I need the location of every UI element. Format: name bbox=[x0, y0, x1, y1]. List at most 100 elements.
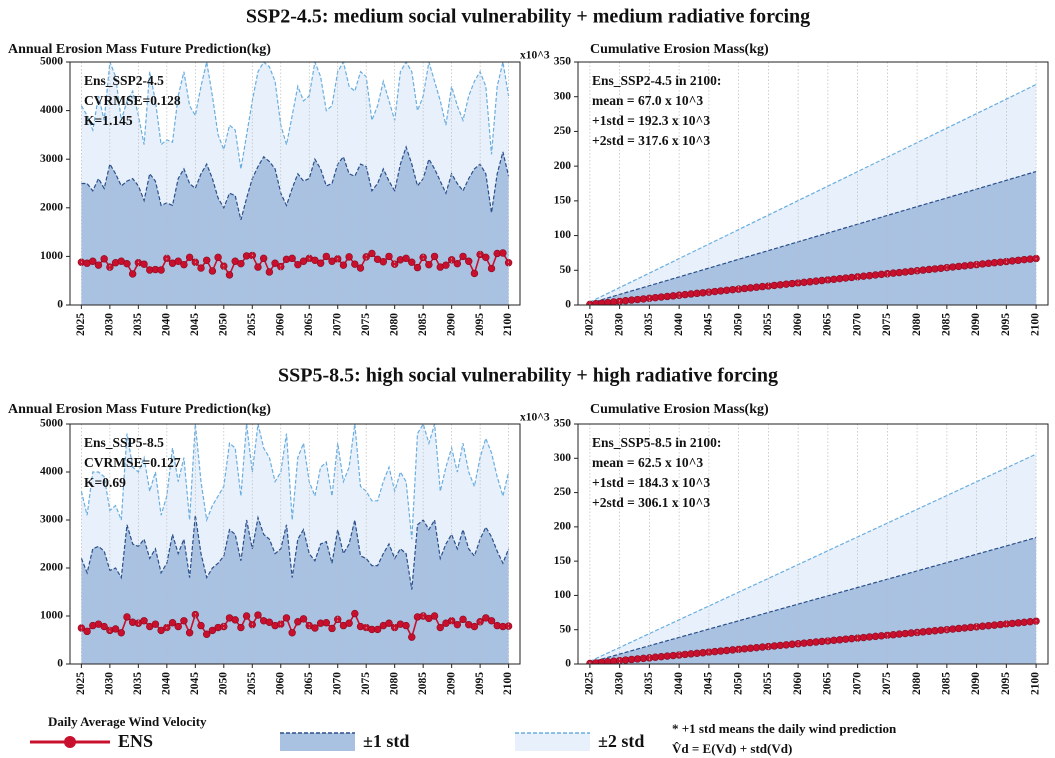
marker bbox=[385, 619, 393, 627]
x-tick-label: 2080 bbox=[388, 313, 400, 336]
legend-swatch bbox=[280, 733, 355, 751]
marker bbox=[299, 615, 308, 623]
marker bbox=[447, 256, 456, 264]
marker bbox=[402, 621, 410, 630]
marker bbox=[203, 256, 211, 264]
x-tick-label: 2045 bbox=[189, 672, 201, 695]
y-tick-label: 5000 bbox=[40, 56, 63, 68]
y-tick-label: 150 bbox=[554, 194, 572, 206]
panel-title: Annual Erosion Mass Future Prediction(kg… bbox=[8, 402, 271, 417]
legend-label: ±2 std bbox=[598, 731, 644, 751]
annotation: Ens_SSP2-4.5 in 2100: bbox=[592, 73, 721, 88]
marker bbox=[476, 618, 484, 626]
marker bbox=[197, 621, 205, 630]
x-tick-label: 2095 bbox=[1000, 313, 1012, 336]
marker bbox=[470, 622, 479, 631]
legend-label: ±1 std bbox=[363, 731, 409, 751]
marker bbox=[288, 254, 296, 263]
annotation: Ens_SSP5-8.5 in 2100: bbox=[592, 435, 721, 450]
annotation: Ens_SSP5-8.5 bbox=[84, 435, 164, 450]
y-tick-label: 150 bbox=[554, 555, 572, 567]
marker bbox=[379, 258, 387, 266]
marker bbox=[430, 252, 439, 261]
annotation: +2std = 317.6 x 10^3 bbox=[592, 133, 710, 148]
annotation: +1std = 184.3 x 10^3 bbox=[592, 475, 710, 490]
marker bbox=[94, 261, 103, 269]
axis-multiplier: x10^3 bbox=[520, 50, 550, 62]
panel-title: Cumulative Erosion Mass(kg) bbox=[590, 42, 769, 57]
x-tick-label: 2090 bbox=[970, 313, 982, 336]
y-tick-label: 3000 bbox=[40, 153, 63, 165]
marker bbox=[402, 254, 410, 263]
marker bbox=[277, 262, 285, 271]
marker bbox=[106, 263, 114, 271]
marker bbox=[465, 257, 473, 265]
marker bbox=[373, 625, 382, 634]
x-tick-label: 2040 bbox=[160, 672, 172, 695]
x-tick-label: 2050 bbox=[217, 672, 229, 695]
x-tick-label: 2035 bbox=[132, 313, 144, 336]
x-tick-label: 2030 bbox=[104, 672, 116, 695]
marker bbox=[499, 249, 507, 257]
marker bbox=[390, 260, 399, 268]
marker bbox=[425, 260, 433, 269]
x-tick-label: 2035 bbox=[643, 313, 655, 336]
marker bbox=[123, 613, 131, 621]
x-tick-label: 2075 bbox=[360, 672, 372, 695]
annotation: CVRMSE=0.127 bbox=[84, 455, 181, 470]
series-line bbox=[589, 170, 1037, 304]
x-tick-label: 2075 bbox=[881, 313, 893, 336]
legend-formula: V̂d = E(Vd) + std(Vd) bbox=[672, 741, 792, 756]
marker bbox=[111, 625, 120, 633]
marker bbox=[254, 263, 262, 271]
marker bbox=[185, 253, 194, 262]
y-tick-label: 250 bbox=[554, 486, 572, 498]
x-tick-label: 2075 bbox=[360, 313, 372, 336]
x-tick-label: 2045 bbox=[189, 313, 201, 336]
marker bbox=[168, 619, 177, 627]
x-tick-label: 2085 bbox=[417, 672, 429, 695]
marker bbox=[436, 623, 444, 632]
y-tick-label: 50 bbox=[560, 623, 572, 635]
plot-frame bbox=[69, 423, 521, 665]
plot-frame bbox=[577, 423, 1049, 665]
y-tick-label: 2000 bbox=[40, 562, 63, 574]
legend-label: ENS bbox=[118, 731, 153, 751]
marker bbox=[265, 268, 274, 276]
legend-title: Daily Average Wind Velocity bbox=[48, 714, 207, 729]
annotation: +1std = 192.3 x 10^3 bbox=[592, 113, 710, 128]
x-tick-label: 2040 bbox=[673, 672, 685, 695]
series-line bbox=[80, 62, 510, 169]
marker bbox=[100, 622, 108, 631]
x-tick-label: 2095 bbox=[474, 672, 486, 695]
marker bbox=[442, 261, 450, 269]
x-tick-label: 2025 bbox=[75, 672, 87, 695]
plot-area bbox=[586, 453, 1040, 664]
x-tick-label: 2045 bbox=[703, 313, 715, 336]
x-tick-label: 2035 bbox=[643, 672, 655, 695]
x-tick-label: 2030 bbox=[104, 313, 116, 336]
x-tick-label: 2065 bbox=[822, 672, 834, 695]
marker bbox=[362, 253, 370, 261]
marker bbox=[419, 253, 427, 262]
x-tick-label: 2090 bbox=[445, 672, 457, 695]
y-tick-label: 100 bbox=[554, 229, 572, 241]
marker bbox=[237, 259, 245, 268]
marker bbox=[311, 256, 319, 264]
x-tick-label: 2070 bbox=[331, 672, 343, 695]
y-tick-label: 0 bbox=[565, 299, 571, 311]
x-tick-label: 2065 bbox=[303, 672, 315, 695]
x-tick-label: 2035 bbox=[132, 672, 144, 695]
y-tick-label: 4000 bbox=[40, 466, 63, 478]
marker bbox=[265, 618, 274, 626]
marker bbox=[351, 609, 359, 618]
section-title: SSP5-8.5: high social vulnerability + hi… bbox=[278, 365, 778, 387]
marker bbox=[174, 622, 182, 631]
x-tick-label: 2055 bbox=[762, 672, 774, 695]
marker bbox=[470, 269, 479, 278]
x-tick-label: 2095 bbox=[1000, 672, 1012, 695]
marker bbox=[334, 615, 342, 624]
marker bbox=[385, 252, 393, 261]
marker bbox=[294, 260, 302, 269]
